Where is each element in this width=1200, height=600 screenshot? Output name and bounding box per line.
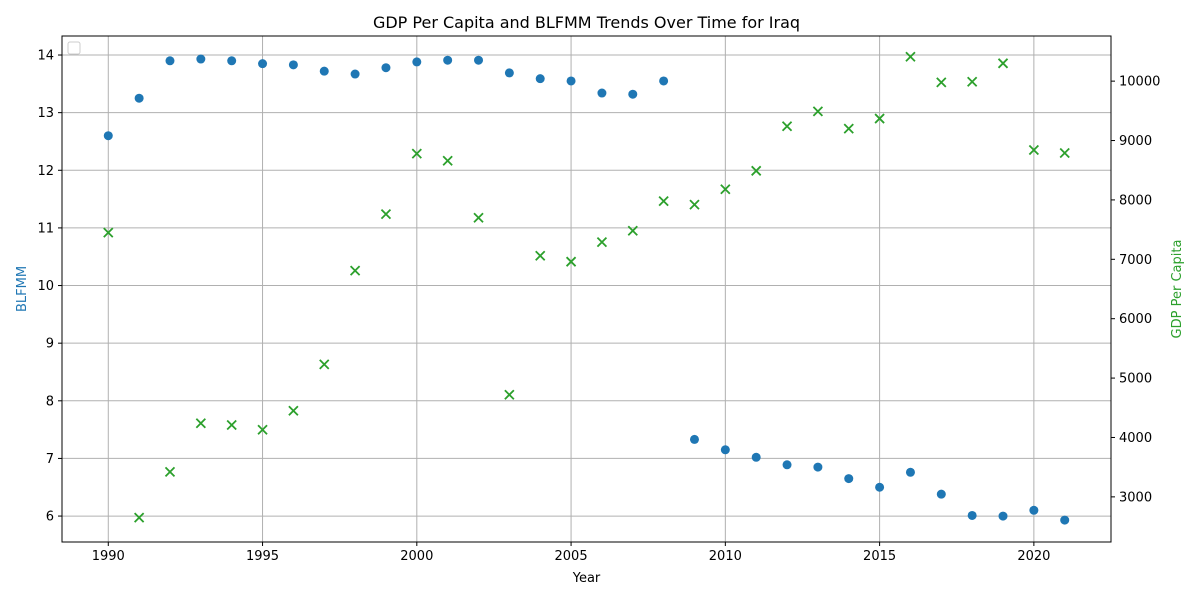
y-tick-label-left: 7 xyxy=(46,452,54,467)
y-tick-label-left: 9 xyxy=(46,337,54,352)
ticks: 1990 1995 2000 2005 2010 2015 2020 6 7 8 9 10 11 12 13… xyxy=(37,49,1160,564)
gdp-point xyxy=(473,212,484,223)
y-tick-label-left: 13 xyxy=(37,106,54,121)
x-tick-label: 2000 xyxy=(400,549,433,564)
blfmm-point xyxy=(813,462,823,472)
blfmm-point xyxy=(844,474,854,484)
blfmm-point xyxy=(905,467,915,477)
blfmm-point xyxy=(134,93,144,103)
gdp-point xyxy=(627,225,638,236)
blfmm-point xyxy=(782,460,792,470)
gdp-point xyxy=(442,155,453,166)
blfmm-point xyxy=(288,60,298,70)
gdp-point xyxy=(781,121,793,132)
gdp-point xyxy=(720,184,731,195)
gdp-point xyxy=(319,359,330,370)
gdp-point xyxy=(1059,147,1070,159)
blfmm-point xyxy=(474,55,484,65)
blfmm-point xyxy=(689,434,699,444)
plot-frame xyxy=(61,35,1112,543)
gdp-point xyxy=(164,466,176,478)
y-tick-label-left: 6 xyxy=(46,510,54,525)
gdp-point xyxy=(997,58,1009,69)
y-tick-label-right: 10000 xyxy=(1119,75,1160,90)
gdp-point xyxy=(103,227,114,238)
legend-box xyxy=(67,41,81,55)
gdp-point xyxy=(226,419,237,431)
gdp-point xyxy=(133,512,145,523)
blfmm-point xyxy=(443,55,453,65)
chart-title: GDP Per Capita and BLFMM Trends Over Tim… xyxy=(373,13,800,32)
x-tick-label: 1995 xyxy=(246,549,279,564)
gdp-point xyxy=(843,123,854,134)
gdp-point xyxy=(905,51,916,62)
gdp-point xyxy=(535,250,546,261)
gdp-point xyxy=(349,265,361,276)
x-tick-label: 1990 xyxy=(92,549,125,564)
x-tick-label: 2005 xyxy=(555,549,588,564)
series-marks xyxy=(103,51,1070,525)
x-tick-label: 2015 xyxy=(863,549,896,564)
gdp-point xyxy=(658,195,669,207)
gdp-point xyxy=(380,209,392,220)
gdp-point xyxy=(504,389,515,400)
y-tick-label-right: 7000 xyxy=(1119,253,1152,268)
blfmm-point xyxy=(597,88,607,98)
blfmm-point xyxy=(967,510,977,520)
blfmm-point xyxy=(350,69,360,79)
x-tick-label: 2010 xyxy=(709,549,742,564)
blfmm-point xyxy=(936,489,946,499)
y-axis-label-left: BLFMM xyxy=(15,266,30,312)
y-tick-label-right: 6000 xyxy=(1119,312,1152,327)
y-tick-label-left: 14 xyxy=(37,49,54,64)
y-tick-label-right: 5000 xyxy=(1119,372,1152,387)
blfmm-point xyxy=(504,68,514,78)
y-tick-label-left: 10 xyxy=(37,279,54,294)
gdp-point xyxy=(936,77,947,88)
gdp-point xyxy=(565,256,577,267)
y-tick-label-right: 8000 xyxy=(1119,193,1152,208)
blfmm-point xyxy=(628,89,638,99)
blfmm-point xyxy=(258,59,268,69)
blfmm-point xyxy=(412,57,422,67)
gdp-point xyxy=(1028,144,1040,156)
blfmm-point xyxy=(196,54,206,64)
y-tick-label-right: 9000 xyxy=(1119,134,1152,149)
blfmm-point xyxy=(227,56,237,66)
blfmm-point xyxy=(319,66,329,76)
y-axis-label-right: GDP Per Capita xyxy=(1170,240,1185,339)
y-tick-label-right: 4000 xyxy=(1119,431,1152,446)
y-tick-label-right: 3000 xyxy=(1119,490,1152,505)
y-tick-label-left: 11 xyxy=(37,221,54,236)
blfmm-point xyxy=(381,63,391,73)
y-tick-label-left: 12 xyxy=(37,164,54,179)
gdp-point xyxy=(411,148,422,159)
x-tick-label: 2020 xyxy=(1017,549,1050,564)
gdp-point xyxy=(751,165,762,176)
x-axis-label: Year xyxy=(572,571,601,586)
gdp-point xyxy=(596,236,608,248)
blfmm-point xyxy=(720,445,730,455)
gdp-point xyxy=(967,76,978,87)
grid xyxy=(62,36,1111,542)
gdp-point xyxy=(288,405,299,416)
gdp-point xyxy=(257,424,268,435)
blfmm-point xyxy=(1029,505,1039,515)
blfmm-point xyxy=(165,56,175,66)
gdp-point xyxy=(812,106,824,117)
gdp-point xyxy=(689,199,700,210)
gdp-point xyxy=(874,113,885,124)
blfmm-point xyxy=(751,452,761,462)
blfmm-point xyxy=(659,76,669,86)
blfmm-point xyxy=(103,131,113,141)
blfmm-point xyxy=(566,76,576,86)
blfmm-point xyxy=(998,511,1008,521)
y-tick-label-left: 8 xyxy=(46,394,54,409)
blfmm-point xyxy=(1060,515,1070,525)
blfmm-point xyxy=(875,482,885,492)
blfmm-point xyxy=(535,74,545,84)
gdp-point xyxy=(195,418,206,429)
